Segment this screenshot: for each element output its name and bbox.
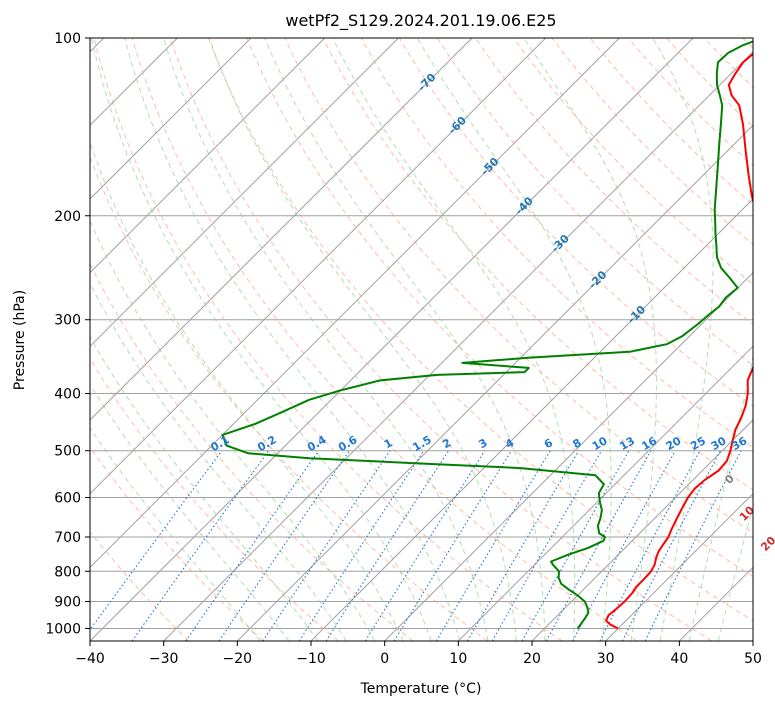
isotherm-line — [90, 38, 252, 200]
dry-adiabat-line — [398, 38, 753, 407]
isotherm-line — [531, 419, 753, 641]
moist-adiabat-line — [332, 38, 576, 641]
mixing-ratio-line — [545, 450, 652, 641]
isotherm-line — [236, 124, 753, 641]
mixing-ratio-line — [491, 450, 602, 641]
isotherm-line — [90, 38, 694, 641]
x-tick-label: 40 — [670, 651, 688, 667]
isotherm-line — [90, 38, 473, 421]
temperature-profile-line — [605, 52, 753, 630]
y-tick-label: 600 — [54, 490, 81, 506]
mixing-ratio-line — [90, 450, 223, 631]
plot-background-lines — [90, 38, 753, 641]
y-tick-label: 700 — [54, 530, 81, 546]
dry-adiabat-line — [90, 357, 339, 641]
dewpoint-profile-line — [221, 40, 753, 630]
x-tick-label: 30 — [597, 651, 615, 667]
moist-adiabat-line — [523, 38, 657, 641]
y-tick-label: 300 — [54, 313, 81, 329]
x-tick-label: 20 — [523, 651, 541, 667]
isotherm-line — [163, 50, 753, 641]
y-tick-label: 900 — [54, 594, 81, 610]
y-tick-label: 1000 — [45, 621, 81, 637]
x-tick-label: 50 — [744, 651, 762, 667]
moist-adiabat-line — [90, 383, 290, 641]
x-tick-label: 10 — [449, 651, 467, 667]
mixing-ratio-line — [572, 450, 676, 641]
moist-adiabat-line — [90, 282, 347, 641]
dry-adiabat-line — [246, 38, 753, 578]
moist-adiabat-line — [124, 38, 461, 641]
mixing-ratio-line — [521, 450, 630, 641]
mixing-ratio-line — [393, 450, 512, 641]
x-tick-label: −10 — [296, 651, 326, 667]
y-tick-label: 800 — [54, 564, 81, 580]
mixing-ratio-line — [131, 450, 270, 641]
mixing-ratio-line — [262, 450, 391, 641]
moist-adiabat-line — [264, 38, 546, 641]
axes: −40 −30 −20 −10 0 10 20 30 40 50 100 200 300 400 500 60… — [45, 31, 762, 667]
y-tick-label: 100 — [54, 31, 81, 47]
chart-title: wetPf2_S129.2024.201.19.06.E25 — [285, 11, 556, 31]
dry-adiabat-line — [90, 262, 414, 641]
dry-adiabat-line — [360, 38, 753, 449]
isotherm-line — [90, 38, 326, 274]
plot-series — [221, 40, 753, 630]
x-axis-title: Temperature (°C) — [360, 681, 482, 697]
x-tick-label: −40 — [75, 651, 105, 667]
isotherm-line — [90, 38, 399, 348]
moist-adiabat-line — [90, 219, 376, 641]
isotherm-line — [90, 38, 620, 569]
y-tick-label: 500 — [54, 444, 81, 460]
dry-adiabat-line — [90, 531, 190, 641]
dry-adiabat-line — [284, 38, 753, 534]
isotherm-line — [605, 492, 753, 641]
y-axis-title: Pressure (hPa) — [12, 290, 28, 390]
mixing-ratio-line — [644, 450, 742, 641]
plot-frame — [89, 37, 754, 642]
isotherm-line — [457, 345, 753, 641]
dry-adiabat-line — [131, 38, 638, 641]
x-tick-label: −30 — [149, 651, 179, 667]
y-tick-label: 400 — [54, 387, 81, 403]
moist-adiabat-line — [90, 335, 319, 641]
moist-adiabat-line — [90, 141, 404, 641]
y-tick-label: 200 — [54, 209, 81, 225]
moist-adiabat-line — [416, 38, 612, 641]
mixing-ratio-line — [298, 450, 425, 641]
dry-adiabat-line — [208, 38, 753, 622]
mixing-ratio-line — [185, 450, 320, 641]
dry-adiabat-line — [322, 38, 753, 491]
moist-adiabat-line — [652, 38, 714, 641]
mixing-ratio-line — [325, 450, 450, 641]
isotherm-line — [384, 271, 753, 641]
moist-adiabat-line — [208, 38, 517, 641]
x-tick-label: −20 — [223, 651, 253, 667]
isotherm-line — [90, 38, 547, 495]
mixing-ratio-line — [621, 450, 721, 641]
x-tick-label: 0 — [380, 651, 389, 667]
dry-adiabat-line — [93, 38, 563, 641]
moist-adiabat-line — [163, 38, 489, 641]
dry-adiabat-line — [436, 38, 753, 366]
moist-adiabat-line — [91, 38, 432, 641]
moist-adiabat-line — [90, 426, 261, 641]
mixing-ratio-line — [218, 450, 350, 641]
